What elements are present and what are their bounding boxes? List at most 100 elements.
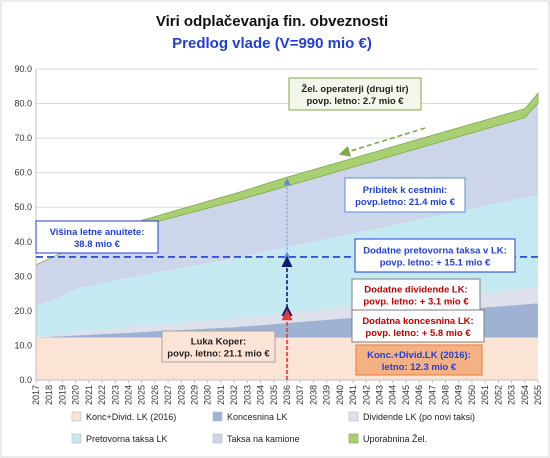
- x-tick-label: 2029: [190, 385, 200, 405]
- y-tick-label: 10.0: [14, 340, 32, 350]
- x-tick-label: 2038: [308, 385, 318, 405]
- legend-swatch-koncesnina: [212, 411, 223, 422]
- annotation-line2: povp.letno: 21.4 mio €: [355, 197, 455, 208]
- annotation-box: [344, 177, 466, 213]
- x-tick-label: 2033: [242, 385, 252, 405]
- annotation-line1: Dodatne dividende LK:: [364, 285, 467, 296]
- annotation-line2: letno: 12.3 mio €: [382, 362, 457, 373]
- annotation-box: [35, 220, 159, 254]
- y-tick-label: 30.0: [14, 271, 32, 281]
- arrow-zel: [338, 127, 426, 157]
- legend-swatch-taksa_kamione: [212, 433, 223, 444]
- annotation-zel: Žel. operaterji (drugi tir)povp. letno: …: [288, 77, 422, 111]
- x-tick-label: 2023: [110, 385, 120, 405]
- annotation-line1: Dodatne pretovorna taksa v LK:: [363, 246, 507, 257]
- annotation-koncesnina: Dodatna koncesnina LK:povp. letno: + 5.8…: [351, 309, 485, 343]
- annotation-anuiteta: Višina letne anuitete:38.8 mio €: [35, 220, 159, 254]
- legend-swatch-dividende: [348, 411, 359, 422]
- annotation-box: [288, 77, 422, 111]
- x-tick-label: 2025: [137, 385, 147, 405]
- legend-label-uporabnina: Uporabnina Žel.: [363, 434, 427, 444]
- y-tick-label: 0.0: [19, 375, 32, 385]
- annotation-line1: Žel. operaterji (drugi tir): [301, 83, 408, 95]
- annotation-line2: povp. letno: 2.7 mio €: [306, 96, 404, 107]
- x-tick-label: 2053: [507, 385, 517, 405]
- annotation-line2: 38.8 mio €: [74, 239, 121, 250]
- x-tick-label: 2054: [520, 385, 530, 405]
- y-tick-label: 60.0: [14, 168, 32, 178]
- annotation-line1: Konc.+Divid.LK (2016):: [367, 350, 471, 361]
- annotation-box: [351, 309, 485, 343]
- annotations-overlay: Žel. operaterji (drugi tir)povp. letno: …: [35, 77, 538, 380]
- legend-label-pretovorna: Pretovorna taksa LK: [86, 434, 168, 444]
- annotation-line2: povp. letno: + 3.1 mio €: [363, 297, 469, 308]
- legend-swatch-pretovorna: [71, 433, 82, 444]
- x-tick-label: 2047: [427, 385, 437, 405]
- legend-label-koncesnina: Koncesnina LK: [227, 412, 288, 422]
- x-tick-label: 2055: [533, 385, 543, 405]
- annotation-box: [354, 238, 516, 273]
- x-tick-label: 2034: [256, 385, 266, 405]
- area-dividende: [36, 286, 538, 338]
- x-tick-label: 2037: [295, 385, 305, 405]
- annotation-koper: Luka Koper:povp. letno: 21.1 mio €: [161, 330, 276, 363]
- annotation-box: [355, 344, 483, 376]
- x-tick-label: 2049: [454, 385, 464, 405]
- x-tick-label: 2017: [31, 385, 41, 405]
- legend-swatch-konc_divid: [71, 411, 82, 422]
- x-tick-label: 2041: [348, 385, 358, 405]
- y-tick-label: 40.0: [14, 237, 32, 247]
- x-tick-label: 2020: [71, 385, 81, 405]
- x-tick-label: 2043: [374, 385, 384, 405]
- x-tick-label: 2027: [163, 385, 173, 405]
- x-tick-label: 2036: [282, 385, 292, 405]
- annotation-line1: Pribitek k cestnini:: [363, 185, 447, 196]
- y-tick-label: 70.0: [14, 133, 32, 143]
- x-tick-label: 2050: [467, 385, 477, 405]
- annotation-pribitek: Pribitek k cestnini:povp.letno: 21.4 mio…: [344, 177, 466, 213]
- legend-label-konc_divid: Konc+Divid. LK (2016): [86, 412, 176, 422]
- annotation-line1: Višina letne anuitete:: [50, 227, 145, 238]
- annotation-konc2016: Konc.+Divid.LK (2016):letno: 12.3 mio €: [355, 344, 483, 376]
- legend-label-dividende: Dividende LK (po novi taksi): [363, 412, 475, 422]
- annotation-box: [351, 278, 481, 311]
- x-tick-label: 2044: [388, 385, 398, 405]
- axes: 0.0 10.0 20.0 30.0 40.0 50.0 60.0 70.0 80.0 90.0 2…: [14, 64, 543, 405]
- annotation-line2: povp. letno: + 15.1 mio €: [380, 258, 491, 269]
- annotation-box: [161, 330, 276, 363]
- annotation-line2: povp. letno: 21.1 mio €: [167, 349, 270, 360]
- x-tick-label: 2030: [203, 385, 213, 405]
- x-tick-label: 2051: [480, 385, 490, 405]
- x-tick-label: 2039: [322, 385, 332, 405]
- x-tick-label: 2021: [84, 385, 94, 405]
- y-tick-label: 20.0: [14, 306, 32, 316]
- x-tick-label: 2045: [401, 385, 411, 405]
- legend-swatch-uporabnina: [348, 433, 359, 444]
- x-tick-label: 2028: [176, 385, 186, 405]
- annotation-pretovorna: Dodatne pretovorna taksa v LK:povp. letn…: [354, 238, 516, 273]
- annotation-line1: Luka Koper:: [191, 337, 246, 348]
- x-tick-label: 2022: [97, 385, 107, 405]
- annotation-line2: povp. letno: + 5.8 mio €: [365, 328, 471, 339]
- x-tick-label: 2035: [269, 385, 279, 405]
- x-tick-label: 2040: [335, 385, 345, 405]
- y-tick-label: 50.0: [14, 202, 32, 212]
- x-tick-label: 2048: [441, 385, 451, 405]
- y-tick-label: 90.0: [14, 64, 32, 74]
- legend: Konc+Divid. LK (2016) Koncesnina LK Divide…: [71, 411, 475, 444]
- x-tick-label: 2052: [493, 385, 503, 405]
- annotation-line1: Dodatna koncesnina LK:: [362, 316, 473, 327]
- x-tick-label: 2018: [44, 385, 54, 405]
- y-tick-label: 80.0: [14, 99, 32, 109]
- legend-label-taksa_kamione: Taksa na kamione: [227, 434, 300, 444]
- x-tick-label: 2032: [229, 385, 239, 405]
- x-tick-label: 2019: [57, 385, 67, 405]
- x-tick-label: 2024: [123, 385, 133, 405]
- x-tick-label: 2042: [361, 385, 371, 405]
- chart-subtitle: Predlog vlade (V=990 mio €): [172, 35, 372, 52]
- x-tick-label: 2031: [216, 385, 226, 405]
- x-tick-label: 2026: [150, 385, 160, 405]
- annotation-dividende: Dodatne dividende LK:povp. letno: + 3.1 …: [351, 278, 481, 311]
- chart-title: Viri odplačevanja fin. obveznosti: [156, 13, 388, 30]
